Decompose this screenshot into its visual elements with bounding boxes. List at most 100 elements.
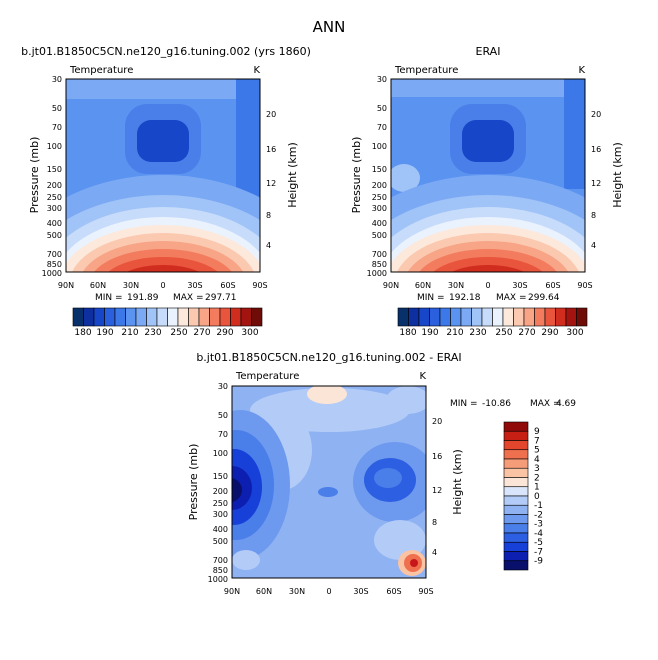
- colorbar-swatch: [397, 307, 409, 327]
- x-tick-label: 60S: [545, 281, 560, 290]
- units-label: K: [419, 371, 426, 382]
- colorbar-label: 270: [193, 328, 210, 338]
- x-axis: 90N 60N 30N 0 30S 60S 90S: [224, 587, 434, 596]
- colorbar-label: 5: [534, 446, 540, 456]
- colorbar-swatch: [503, 504, 529, 515]
- panel-subtitle: b.jt01.B1850C5CN.ne120_g16.tuning.002 (y…: [21, 45, 311, 58]
- y-tick-label: 30: [377, 75, 387, 84]
- y2-tick-label: 16: [266, 145, 276, 154]
- colorbar-swatch: [418, 307, 430, 327]
- colorbar-swatch: [503, 523, 529, 534]
- y-tick-label: 70: [218, 430, 228, 439]
- y2-tick-label: 8: [591, 211, 596, 220]
- y-tick-label: 850: [372, 260, 387, 269]
- y-tick-label: 250: [213, 499, 228, 508]
- y-axis: 30 50 70 100 150 200 250 300 400 500 700…: [367, 75, 387, 278]
- field-label: Temperature: [394, 65, 458, 76]
- x-tick-label: 30N: [448, 281, 464, 290]
- x-axis: 90N 60N 30N 0 30S 60S 90S: [58, 281, 268, 290]
- y2-tick-label: 8: [266, 211, 271, 220]
- y2-tick-label: 16: [432, 452, 442, 461]
- max-label: MAX =: [173, 293, 204, 303]
- colorbar-swatch: [503, 560, 529, 571]
- contour-level-290: [108, 257, 218, 272]
- colorbar-label: -2: [534, 510, 543, 520]
- y-tick-label: 30: [218, 382, 228, 391]
- y-tick-label: 50: [52, 104, 62, 113]
- colorbar-swatch: [513, 307, 525, 327]
- y-tick-label: 100: [372, 142, 387, 151]
- colorbar-swatch: [481, 307, 493, 327]
- x-tick-label: 90S: [577, 281, 592, 290]
- y2-tick-label: 20: [591, 110, 601, 119]
- y2-tick-label: 4: [432, 548, 437, 557]
- colorbar-swatch: [471, 307, 483, 327]
- colorbar-label: 190: [96, 328, 113, 338]
- colorbar-label: -7: [534, 547, 543, 557]
- plot-area: [391, 79, 585, 272]
- colorbar-swatch: [135, 307, 147, 327]
- x-tick-label: 60S: [386, 587, 401, 596]
- contour-cold-band: [391, 79, 585, 97]
- min-value: 191.89: [127, 293, 159, 303]
- panel-difference: b.jt01.B1850C5CN.ne120_g16.tuning.002 - …: [187, 351, 576, 596]
- colorbar-swatch: [93, 307, 105, 327]
- y2-axis-title: Height (km): [611, 142, 624, 208]
- y-tick-label: 150: [47, 165, 62, 174]
- contour-cold-center: [137, 120, 189, 162]
- colorbar-swatch: [555, 307, 567, 327]
- contour-level-290: [433, 257, 543, 272]
- colorbar-label: 1: [534, 483, 540, 493]
- colorbar: [397, 307, 588, 327]
- colorbar-swatch: [503, 440, 529, 451]
- colorbar-label: 250: [495, 328, 512, 338]
- colorbar-swatch: [83, 307, 95, 327]
- colorbar-label: 2: [534, 473, 540, 483]
- y-tick-label: 1000: [208, 575, 228, 584]
- field-label: Temperature: [69, 65, 133, 76]
- y-tick-label: 700: [47, 250, 62, 259]
- min-max-stats: MIN = 192.18 MAX = 299.64: [417, 293, 560, 303]
- y2-tick-label: 12: [432, 486, 442, 495]
- colorbar-label: 230: [469, 328, 486, 338]
- colorbar-swatch: [492, 307, 504, 327]
- y2-tick-label: 16: [591, 145, 601, 154]
- min-value: 192.18: [449, 293, 481, 303]
- y-tick-label: 400: [213, 525, 228, 534]
- panel-subtitle: b.jt01.B1850C5CN.ne120_g16.tuning.002 - …: [196, 351, 461, 364]
- y2-axis: 20 16 12 8 4: [591, 110, 601, 250]
- colorbar-swatch: [408, 307, 420, 327]
- min-max-stats: MIN = -10.86 MAX = 4.69: [450, 399, 576, 409]
- colorbar-swatch: [503, 551, 529, 562]
- y-tick-label: 700: [372, 250, 387, 259]
- x-tick-label: 60N: [415, 281, 431, 290]
- y2-tick-label: 4: [266, 241, 271, 250]
- y-tick-label: 300: [47, 204, 62, 213]
- colorbar-labels: 180 190 210 230 250 270 290 300: [74, 328, 258, 338]
- x-tick-label: 60N: [90, 281, 106, 290]
- y-tick-label: 1000: [42, 269, 62, 278]
- colorbar-label: -5: [534, 538, 543, 548]
- colorbar: [503, 421, 529, 571]
- colorbar-swatch: [439, 307, 451, 327]
- colorbar-label: -3: [534, 520, 543, 530]
- plot-frame: [65, 78, 261, 273]
- contour-cold-band: [66, 79, 260, 99]
- contour-center-neg: [318, 487, 338, 497]
- colorbar-swatch: [544, 307, 556, 327]
- colorbar-swatch: [534, 307, 546, 327]
- colorbar-label: 190: [421, 328, 438, 338]
- colorbar-swatch: [72, 307, 84, 327]
- colorbar-swatch: [565, 307, 577, 327]
- x-tick-label: 30N: [289, 587, 305, 596]
- y-axis: 30 50 70 100 150 200 250 300 400 500 700…: [208, 382, 228, 584]
- y-tick-label: 850: [47, 260, 62, 269]
- colorbar-swatch: [450, 307, 462, 327]
- colorbar-label: 230: [144, 328, 161, 338]
- y-tick-label: 50: [377, 104, 387, 113]
- contour-lower-left: [232, 550, 260, 570]
- colorbar-swatch: [104, 307, 116, 327]
- x-tick-label: 90S: [252, 281, 267, 290]
- colorbar-label: 270: [518, 328, 535, 338]
